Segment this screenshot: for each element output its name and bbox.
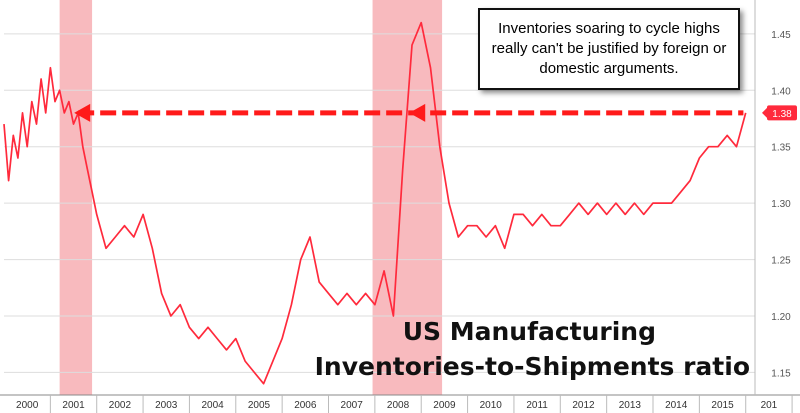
series-line	[3, 21, 747, 385]
x-tick-label: 2011	[526, 400, 548, 411]
y-tick-label: 1.40	[771, 86, 791, 97]
x-tick-label: 2007	[341, 400, 364, 411]
recession-band-1	[59, 0, 93, 395]
y-tick-label: 1.30	[771, 199, 791, 210]
y-tick-label: 1.25	[771, 256, 791, 267]
x-tick-label: 2014	[665, 400, 688, 411]
current-value-badge-pointer	[762, 107, 767, 118]
annotation-callout: Inventories soaring to cycle highs reall…	[478, 8, 740, 90]
reference-arrow-group	[74, 103, 744, 122]
x-tick-label: 2002	[109, 400, 132, 411]
y-tick-label: 1.20	[771, 312, 791, 323]
current-value-badge	[767, 105, 797, 121]
x-tick-label: 2012	[572, 400, 595, 411]
x-tick-label: 2000	[16, 400, 39, 411]
x-tick-label: 2001	[62, 400, 85, 411]
x-tick-label: 2004	[201, 400, 224, 411]
annotation-text: Inventories soaring to cycle highs reall…	[491, 20, 727, 77]
x-tick-label: 2008	[387, 400, 410, 411]
arrowhead-2009	[409, 103, 426, 122]
x-tick-label: 2013	[619, 400, 642, 411]
x-tick-label: 2005	[248, 400, 271, 411]
arrowhead-2001	[74, 103, 91, 122]
y-tick-label: 1.45	[771, 30, 791, 41]
y-tick-label: 1.15	[771, 368, 791, 379]
chart-title-line-1: US Manufacturing	[403, 317, 656, 346]
x-tick-label: 2003	[155, 400, 178, 411]
y-tick-label: 1.35	[771, 143, 791, 154]
chart-title: US Manufacturing Inventories-to-Shipment…	[315, 317, 750, 381]
chart-title-line-2: Inventories-to-Shipments ratio	[315, 352, 750, 381]
recession-bands	[59, 0, 443, 395]
x-tick-label: 2010	[480, 400, 503, 411]
series-line-group	[3, 21, 747, 385]
x-tick-label: 2006	[294, 400, 317, 411]
current-value-label: 1.38	[772, 109, 792, 120]
x-tick-label: 2015	[711, 400, 734, 411]
x-tick-label: 2009	[433, 400, 456, 411]
x-tick-label: 201	[761, 400, 778, 411]
